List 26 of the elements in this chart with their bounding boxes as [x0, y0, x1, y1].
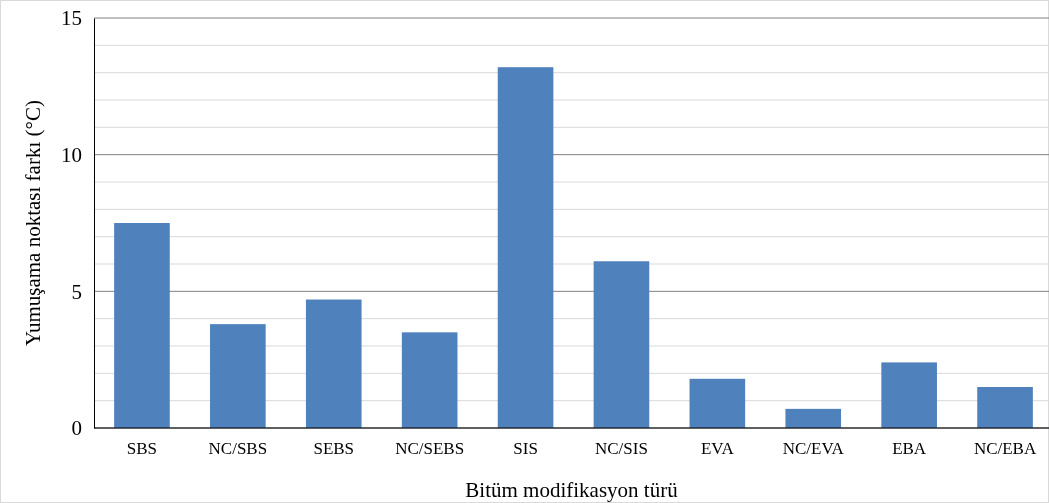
x-tick-label: SIS — [513, 439, 538, 459]
bar — [977, 387, 1033, 428]
bar — [210, 324, 266, 428]
x-tick-label: EBA — [892, 439, 927, 459]
x-axis-title: Bitüm modifikasyon türü — [465, 478, 679, 502]
x-tick-label: NC/EBA — [973, 439, 1037, 459]
x-tick-label: SBS — [126, 439, 158, 459]
x-tick-label: SEBS — [313, 439, 355, 459]
bar — [689, 378, 746, 428]
x-tick-label: NC/SIS — [594, 439, 648, 459]
bar — [593, 261, 650, 428]
y-axis-title: Yumuşama noktası farkı (°C) — [21, 100, 45, 346]
x-tick-label: NC/EVA — [782, 439, 845, 459]
x-tick-label: NC/SEBS — [395, 439, 465, 459]
x-tick-label: NC/SBS — [208, 439, 268, 459]
x-tick-label: EVA — [700, 439, 735, 459]
y-tick-label: 15 — [61, 6, 82, 31]
bar — [305, 299, 362, 428]
y-tick-label: 10 — [61, 142, 82, 167]
bar — [401, 332, 458, 428]
bar — [114, 223, 170, 428]
y-tick-label: 5 — [71, 279, 82, 304]
y-tick-label: 0 — [71, 416, 82, 441]
bar — [497, 67, 554, 428]
bar — [785, 408, 842, 428]
bar — [881, 362, 937, 428]
